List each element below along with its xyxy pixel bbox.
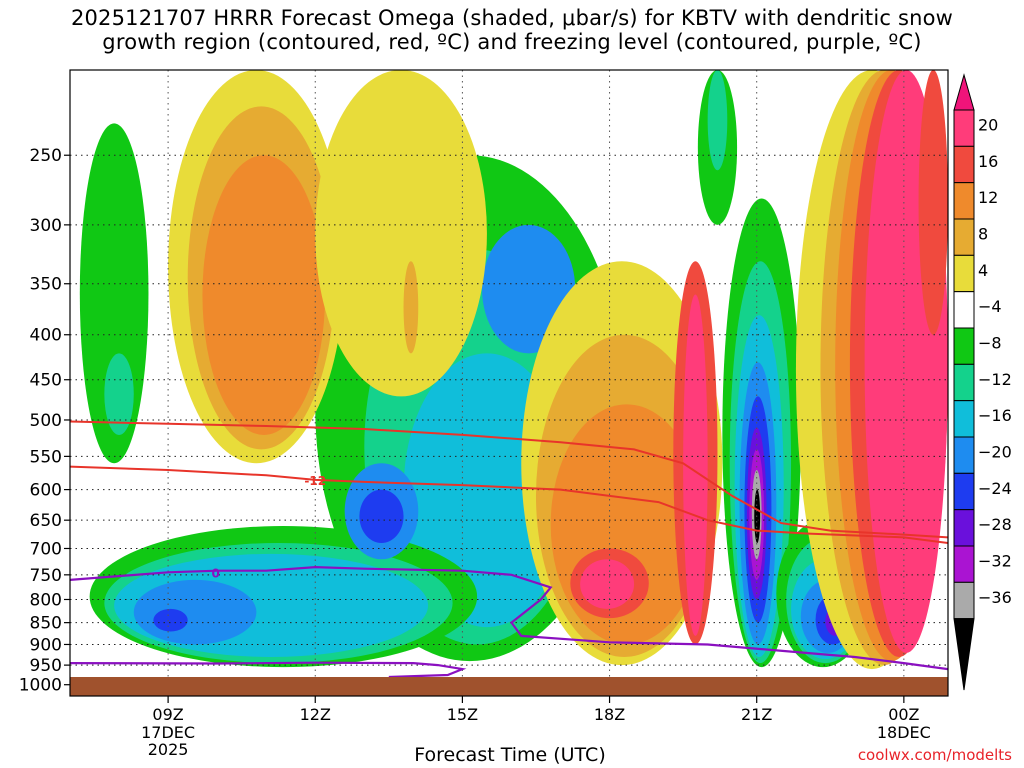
colorbar-swatch-3	[953, 218, 975, 256]
colorbar-label-5: −4	[978, 297, 1002, 316]
colorbar-label-2: 12	[978, 188, 998, 207]
omega-band-descent-afternoon-4	[683, 294, 708, 636]
y-tick-label-750: 750	[30, 566, 62, 586]
colorbar-label-4: 4	[978, 261, 988, 280]
x-tick-label-12Z: 12Z	[300, 705, 331, 724]
omega-region-descent-evening-top	[918, 70, 948, 335]
colorbar-label-7: −12	[978, 370, 1012, 389]
omega-region-descent-morning	[168, 70, 345, 464]
grid-lines	[70, 70, 948, 686]
omega-band-descent-morning-2-1	[403, 261, 419, 354]
colorbar-swatch-13	[953, 581, 975, 620]
y-tick-label-800: 800	[30, 590, 62, 610]
y-tick-label-950: 950	[30, 656, 62, 676]
colorbar-label-3: 8	[978, 225, 988, 244]
omega-band-ascent-13z-1	[359, 489, 404, 543]
omega-shading	[79, 70, 948, 670]
colorbar-swatch-4	[953, 254, 975, 293]
omega-band-descent-evening-top-0	[918, 70, 948, 335]
y-tick-label-400: 400	[30, 326, 62, 346]
y-tick-label-900: 900	[30, 635, 62, 655]
colorbar-swatch-12	[953, 545, 975, 583]
y-tick-label-300: 300	[30, 216, 62, 236]
ground-strip	[70, 677, 948, 696]
colorbar-swatch-8	[953, 400, 975, 438]
omega-band-ascent-low-level-4	[153, 608, 188, 632]
x-tick-label-00Z: 00Z	[888, 705, 919, 724]
omega-region-descent-afternoon	[521, 261, 723, 666]
x-tick-date-00Z: 18DEC	[877, 723, 931, 742]
colorbar-swatch-11	[953, 509, 975, 547]
credit-text: coolwx.com/modelts	[857, 746, 1012, 764]
y-tick-label-350: 350	[30, 275, 62, 295]
colorbar-label-13: −36	[978, 588, 1012, 607]
colorbar-swatch-10	[953, 472, 975, 511]
colorbar-swatch-2	[953, 182, 975, 220]
y-tick-label-450: 450	[30, 371, 62, 391]
colorbar-swatch-0	[953, 109, 975, 147]
colorbar-label-0: 20	[978, 116, 998, 135]
x-axis-label: Forecast Time (UTC)	[414, 744, 606, 766]
y-tick-label-1000: 1000	[19, 676, 62, 696]
colorbar-label-6: −8	[978, 334, 1002, 353]
omega-region-ascent-early	[79, 123, 149, 464]
contour-lines: -12 0	[70, 420, 948, 678]
plot-frame	[69, 69, 949, 697]
omega-region-ascent-low-level	[89, 526, 478, 668]
freezing-level-contour	[70, 565, 948, 671]
chart-title-line2: growth region (contoured, red, ºC) and f…	[102, 30, 922, 54]
x-tick-year-09Z: 2025	[148, 740, 189, 759]
omega-region-ascent-upper-20z	[697, 70, 738, 225]
x-tick-label-21Z: 21Z	[741, 705, 772, 724]
x-tick-date-09Z: 17DEC	[141, 723, 195, 742]
dgz-contour--12	[70, 465, 948, 544]
colorbar-swatch-1	[953, 145, 975, 184]
y-tick-label-500: 500	[30, 411, 62, 431]
x-tick-label-15Z: 15Z	[447, 705, 478, 724]
colorbar-label-10: −24	[978, 479, 1012, 498]
colorbar-label-12: −32	[978, 552, 1012, 571]
freezing-level-contour-low	[70, 661, 467, 678]
chart-title-line1: 2025121707 HRRR Forecast Omega (shaded, …	[70, 6, 954, 30]
omega-band-descent-morning-2	[202, 155, 326, 435]
y-tick-label-850: 850	[30, 614, 62, 634]
colorbar-label-1: 16	[978, 152, 998, 171]
y-tick-label-650: 650	[30, 511, 62, 531]
colorbar-bottom-arrow	[953, 618, 975, 691]
x-tick-label-18Z: 18Z	[594, 705, 625, 724]
x-tick-label-09Z: 09Z	[152, 705, 183, 724]
colorbar-top-arrow	[953, 73, 975, 111]
dgz-contour--18	[70, 420, 948, 539]
omega-band-ascent-early-1	[104, 353, 134, 435]
colorbar-swatch-9	[953, 436, 975, 474]
colorbar: 20 16 12 8 4 −4 −8 −12 −16 −20 −24 −28 −32 −36	[953, 73, 1012, 691]
colorbar-swatch-5	[953, 291, 975, 329]
colorbar-swatch-6	[953, 327, 975, 365]
omega-region-ascent-13z	[344, 463, 419, 560]
omega-region-descent-morning-2	[315, 70, 487, 397]
y-tick-label-600: 600	[30, 481, 62, 501]
y-axis: 2503003504004505005506006507007508008509…	[19, 146, 70, 696]
colorbar-label-11: −28	[978, 515, 1012, 534]
omega-band-ascent-low-level-3	[133, 579, 257, 645]
omega-band-ascent-upper-20z-1	[707, 70, 728, 171]
contour-label-1: 0	[211, 566, 219, 580]
y-tick-label-250: 250	[30, 146, 62, 166]
y-tick-label-550: 550	[30, 447, 62, 467]
colorbar-label-8: −16	[978, 406, 1012, 425]
colorbar-label-9: −20	[978, 443, 1012, 462]
omega-band-descent-afternoon-6	[580, 559, 635, 609]
omega-band-descent-morning-2-0	[315, 70, 487, 397]
y-tick-label-700: 700	[30, 539, 62, 559]
colorbar-swatch-7	[953, 363, 975, 402]
chart-title: 2025121707 HRRR Forecast Omega (shaded, …	[0, 6, 1024, 54]
contour-label-0: -12	[304, 474, 326, 488]
